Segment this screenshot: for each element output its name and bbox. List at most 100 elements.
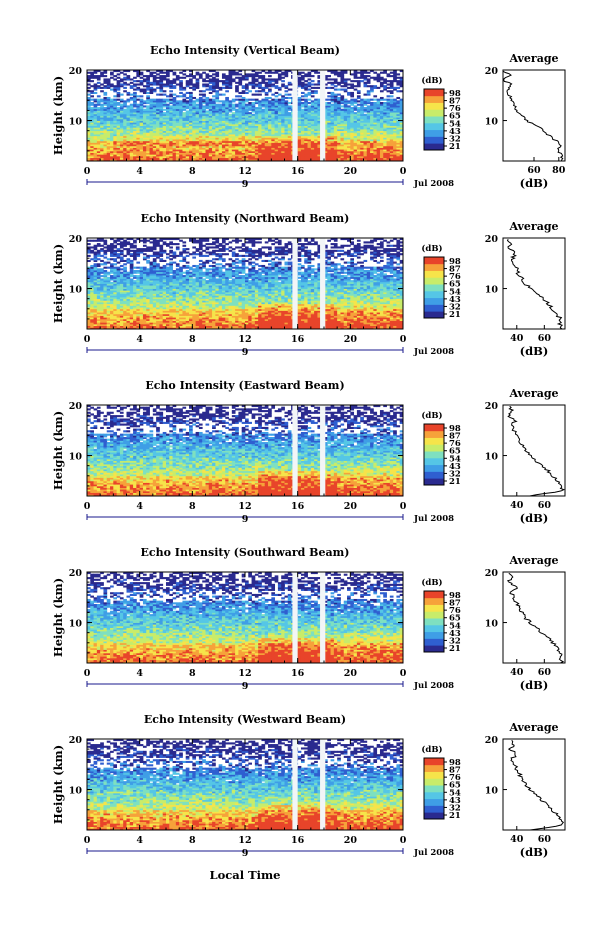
heatmap-cell (175, 159, 180, 162)
heatmap-cell (192, 85, 197, 88)
heatmap-cell (205, 80, 210, 83)
heatmap-cell (379, 102, 384, 105)
heatmap-cell (139, 132, 144, 135)
heatmap-cell (149, 135, 154, 138)
heatmap-cell (195, 81, 200, 84)
heatmap-cell (87, 142, 91, 145)
heatmap-cell (205, 100, 210, 103)
heatmap-cell (231, 100, 236, 103)
heatmap-cell (166, 123, 170, 127)
heatmap-cell (189, 95, 193, 98)
heatmap-cell (119, 149, 124, 152)
heatmap-cell (100, 100, 104, 103)
heatmap-cell (119, 120, 124, 123)
heatmap-cell (195, 78, 200, 81)
heatmap-cell (195, 108, 200, 111)
heatmap-cell (231, 105, 236, 108)
heatmap-cell (218, 139, 223, 142)
heatmap-cell (149, 144, 154, 147)
heatmap-cell (356, 103, 361, 106)
heatmap-cell (198, 152, 203, 155)
heatmap-cell (110, 115, 114, 118)
heatmap-cell (87, 123, 91, 127)
heatmap-cell (212, 152, 216, 155)
heatmap-cell (212, 102, 216, 105)
heatmap-cell (123, 128, 127, 132)
heatmap-cell (166, 147, 170, 150)
heatmap-cell (136, 110, 141, 113)
heatmap-cell (87, 127, 91, 130)
heatmap-cell (106, 80, 111, 83)
heatmap-cell (119, 128, 124, 132)
heatmap-cell (96, 85, 101, 88)
heatmap-cell (254, 90, 259, 93)
heatmap-cell (110, 130, 114, 133)
heatmap-cell (195, 140, 200, 143)
heatmap-cell (304, 98, 308, 101)
heatmap-cell (113, 122, 118, 125)
heatmap-cell (113, 157, 118, 160)
heatmap-cell (156, 144, 160, 147)
heatmap-cell (192, 125, 197, 128)
heatmap-cell (129, 93, 134, 96)
heatmap-cell (162, 157, 167, 160)
heatmap-cell (100, 73, 104, 76)
heatmap-cell (228, 122, 233, 125)
heatmap-cell (119, 256, 124, 259)
heatmap-cell (179, 140, 183, 143)
heatmap-cell (228, 144, 233, 147)
heatmap-cell (241, 85, 246, 88)
heatmap-cell (231, 78, 236, 81)
heatmap-cell (166, 112, 170, 115)
heatmap-cell (179, 123, 183, 127)
heatmap-cell (175, 155, 180, 159)
heatmap-cell (149, 137, 154, 140)
heatmap-cell (231, 144, 236, 147)
heatmap-cell (103, 118, 108, 121)
colorbar-segment (424, 143, 444, 151)
heatmap-cell (106, 123, 111, 127)
heatmap-cell (231, 123, 236, 127)
heatmap-cell (287, 112, 292, 115)
heatmap-cell (281, 83, 285, 86)
heatmap-cell (192, 145, 197, 148)
heatmap-cell (100, 244, 104, 247)
heatmap-cell (182, 140, 187, 143)
heatmap-cell (189, 98, 193, 101)
heatmap-cell (225, 144, 229, 147)
heatmap-cell (90, 108, 94, 111)
heatmap-cell (156, 83, 160, 86)
heatmap-cell (300, 102, 305, 105)
heatmap-cell (195, 134, 200, 137)
heatmap-cell (215, 118, 220, 121)
heatmap-cell (166, 107, 170, 110)
heatmap-cell (175, 83, 180, 86)
heatmap-cell (87, 98, 91, 101)
heatmap-cell (228, 83, 233, 86)
heatmap-cell (221, 112, 226, 115)
heatmap-cell (103, 108, 108, 111)
heatmap-cell (126, 135, 131, 138)
heatmap-cell (245, 103, 249, 106)
heatmap-cell (175, 135, 180, 138)
heatmap-cell (248, 81, 252, 84)
heatmap-cell (103, 147, 108, 150)
heatmap-cell (119, 80, 124, 83)
heatmap-cell (231, 154, 236, 157)
heatmap-cell (284, 85, 289, 88)
profile-line (502, 70, 564, 162)
heatmap-cell (110, 281, 114, 284)
heatmap-cell (225, 105, 229, 108)
heatmap-cell (119, 264, 124, 268)
heatmap-cell (90, 152, 94, 155)
heatmap-cell (304, 83, 308, 86)
heatmap-cell (179, 103, 183, 106)
heatmap-cell (123, 159, 127, 162)
heatmap-cell (146, 152, 150, 155)
heatmap-cell (162, 102, 167, 105)
heatmap-cell (162, 159, 167, 162)
heatmap-cell (156, 113, 160, 116)
heatmap-cell (123, 254, 127, 257)
heatmap-cell (136, 157, 141, 160)
heatmap-cell (133, 103, 137, 106)
